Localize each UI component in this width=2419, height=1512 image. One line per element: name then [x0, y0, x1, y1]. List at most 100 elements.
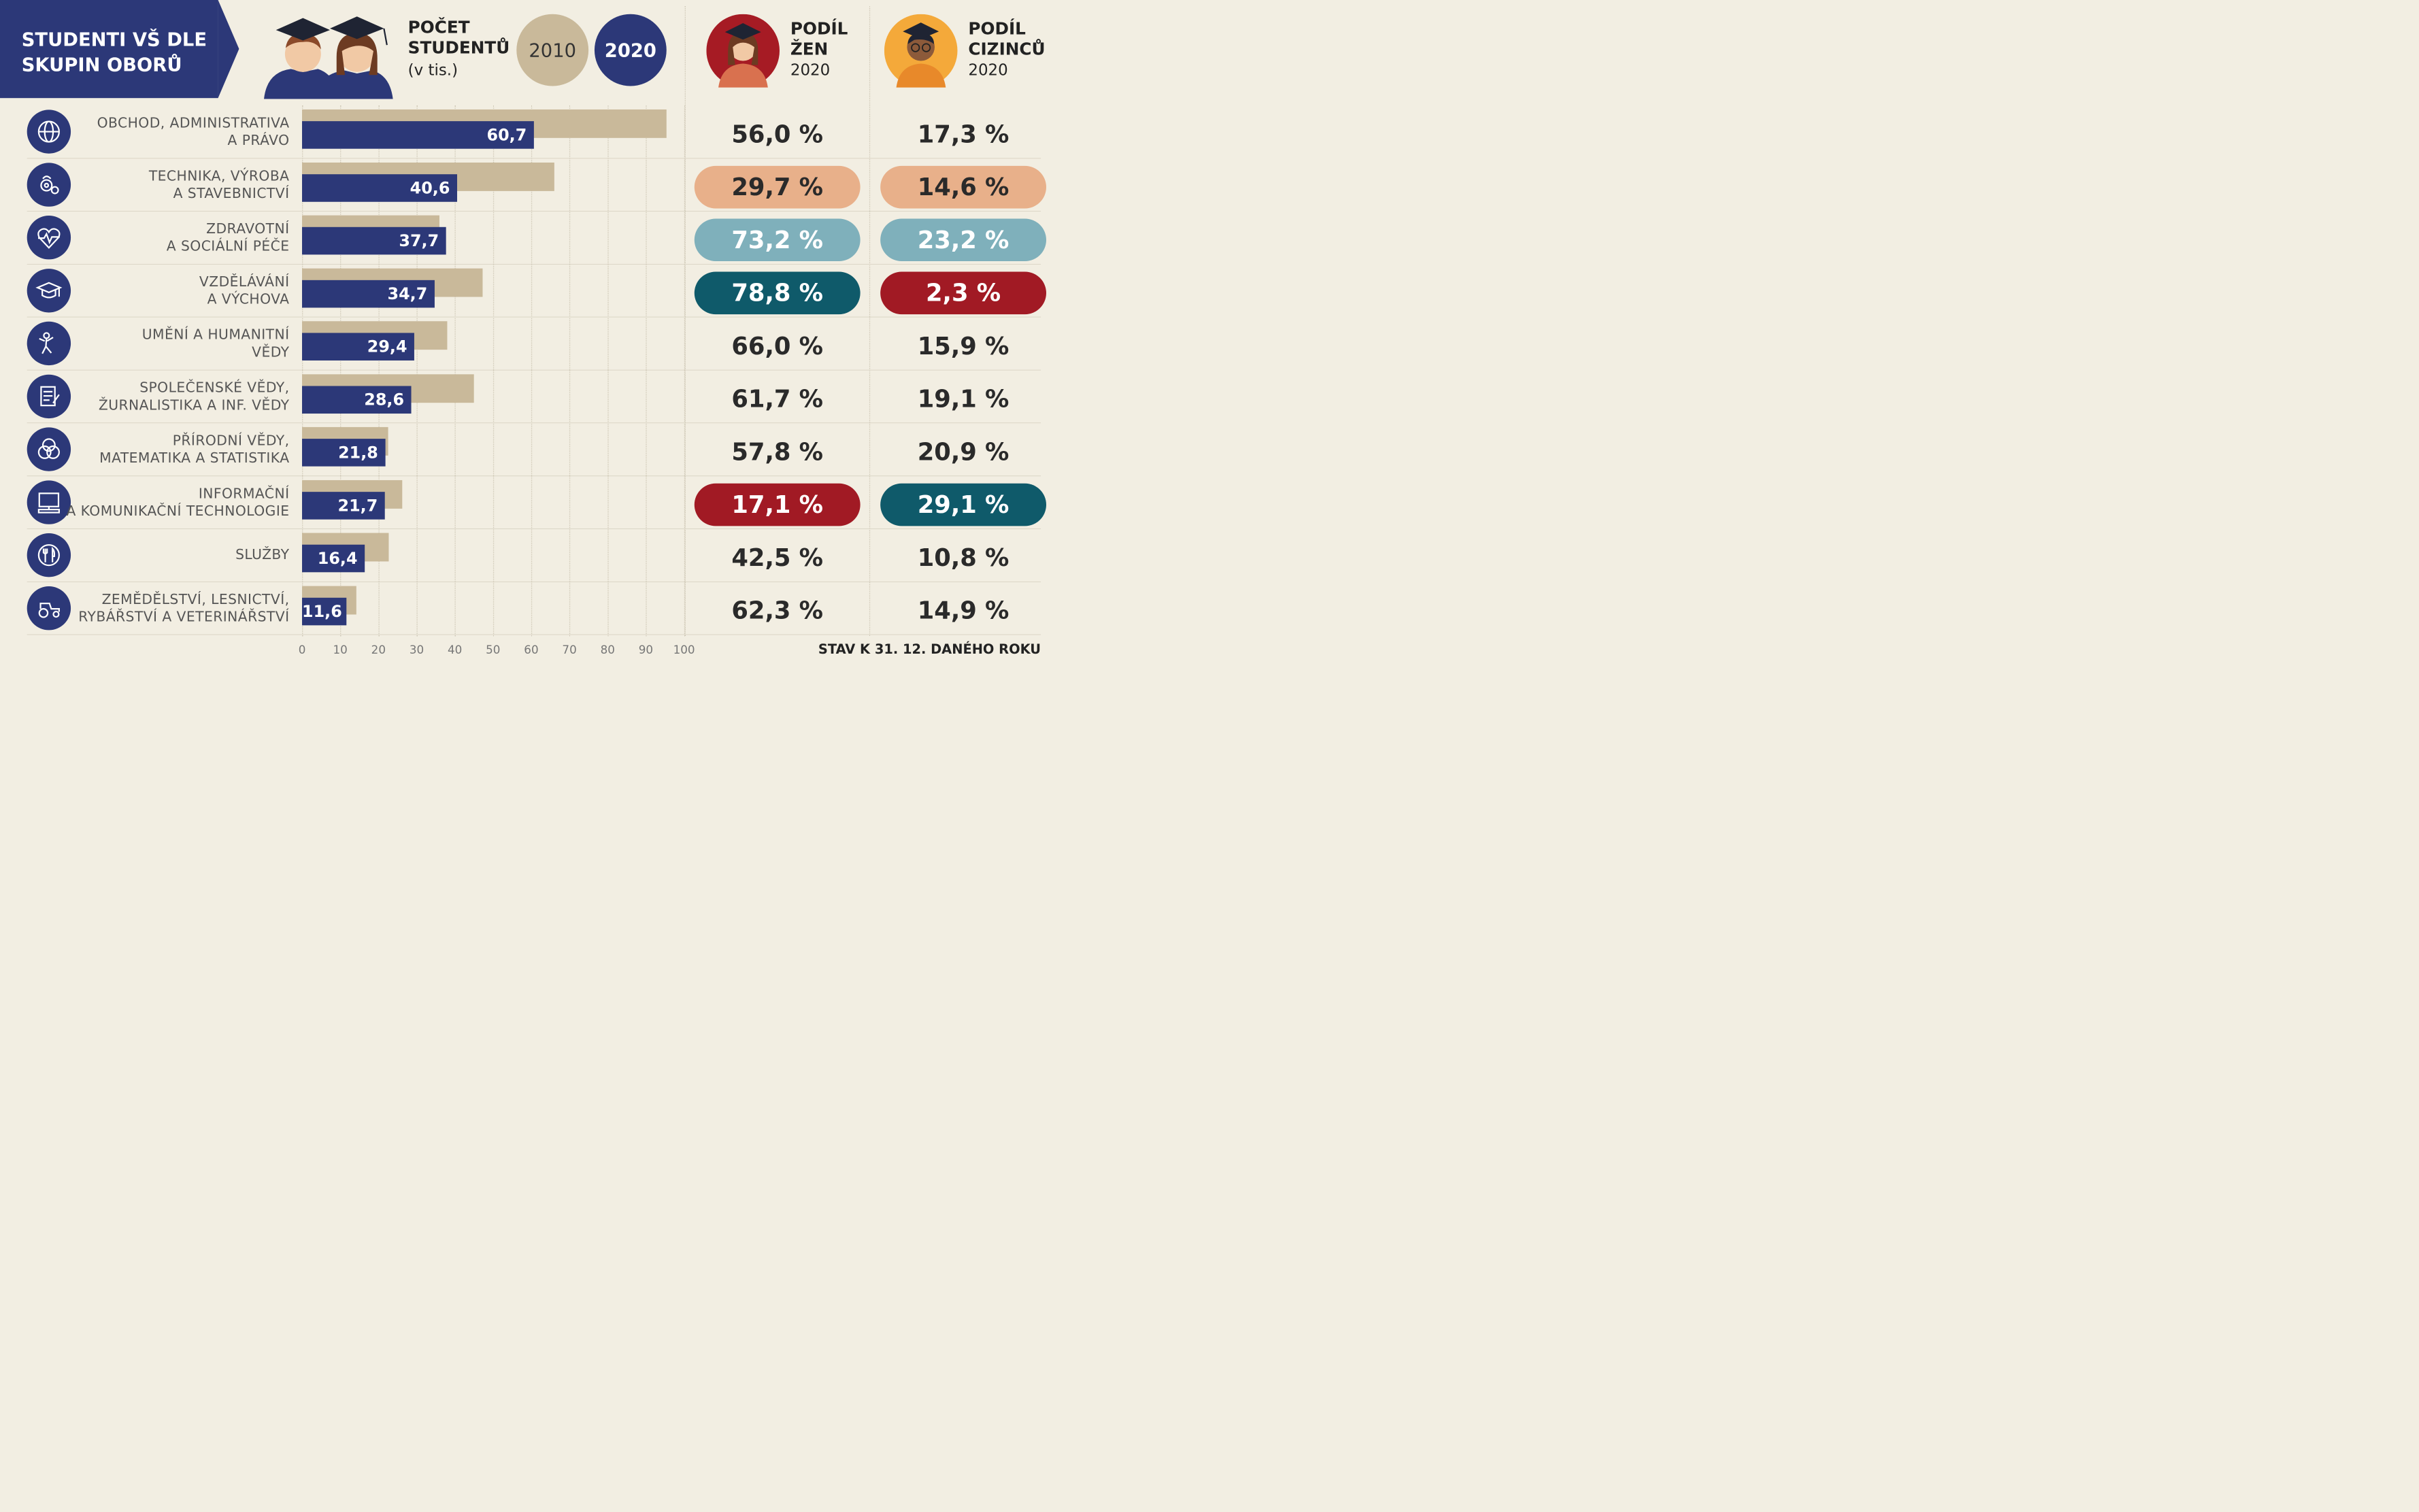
foreign-share-value: 14,9 % — [917, 597, 1010, 625]
women-share-value: 73,2 % — [694, 218, 861, 262]
tractor-icon — [27, 586, 71, 631]
chart-rows: OBCHOD, ADMINISTRATIVA A PRÁVO 60,7 56,0 % 1… — [0, 0, 1067, 667]
category-label-line2: VĚDY — [252, 343, 290, 360]
woman-graduate-icon — [706, 14, 780, 88]
women-share-value: 78,8 % — [694, 271, 861, 314]
x-tick-label: 50 — [486, 643, 501, 657]
graduates-illustration-icon — [264, 16, 393, 99]
bar-value-label: 37,7 — [399, 231, 439, 250]
category-label-line1: UMĚNÍ A HUMANITNÍ — [141, 326, 290, 343]
count-unit: (v tis.) — [407, 61, 458, 80]
x-tick-label: 0 — [298, 643, 306, 657]
column-separator — [869, 5, 871, 636]
category-label-line2: SLUŽBY — [235, 545, 290, 562]
category-label-line2: A KOMUNIKAČNÍ TECHNOLOGIE — [66, 502, 290, 519]
women-share-value: 56,0 % — [731, 120, 824, 148]
bar-value-label: 34,7 — [387, 284, 428, 303]
foreign-share-value: 20,9 % — [917, 437, 1010, 466]
x-tick-label: 10 — [333, 643, 348, 657]
x-tick-label: 20 — [371, 643, 386, 657]
computer-icon — [27, 480, 71, 524]
bar-2020 — [302, 439, 386, 467]
foreign-year: 2020 — [968, 61, 1008, 80]
x-tick-label: 30 — [409, 643, 424, 657]
category-label-line1: PŘÍRODNÍ VĚDY, — [172, 432, 290, 449]
category-label: PŘÍRODNÍ VĚDY, MATEMATIKA A STATISTIKA — [45, 432, 289, 467]
bar-value-label: 28,6 — [364, 390, 405, 409]
bar-2020 — [302, 597, 347, 626]
category-label-line2: MATEMATIKA A STATISTIKA — [99, 449, 290, 466]
graduation-cap-icon — [27, 268, 71, 313]
gridline — [569, 105, 571, 637]
page-title: STUDENTI VŠ DLE SKUPIN OBORŮ — [21, 28, 207, 76]
category-label: TECHNIKA, VÝROBA A STAVEBNICTVÍ — [45, 167, 289, 201]
category-label: INFORMAČNÍ A KOMUNIKAČNÍ TECHNOLOGIE — [45, 484, 289, 519]
bar-2020 — [302, 280, 435, 308]
women-share-value: 29,7 % — [694, 165, 861, 209]
women-year: 2020 — [790, 61, 831, 80]
women-share-value: 57,8 % — [731, 437, 824, 466]
category-label: SLUŽBY — [45, 545, 289, 563]
category-label-line2: A PRÁVO — [227, 132, 290, 148]
gridline — [607, 105, 609, 637]
column-separator — [684, 5, 686, 636]
globe-icon — [27, 110, 71, 154]
foreign-share-value: 2,3 % — [880, 271, 1046, 314]
x-tick-label: 100 — [673, 643, 695, 657]
category-label-line2: A VÝCHOVA — [207, 290, 290, 307]
gridline — [684, 105, 685, 637]
category-label: OBCHOD, ADMINISTRATIVA A PRÁVO — [45, 114, 289, 149]
row-separator — [27, 369, 1041, 371]
row-separator — [27, 316, 1041, 318]
row-separator — [27, 528, 1041, 529]
cutlery-icon — [27, 533, 71, 577]
gridline — [416, 105, 418, 637]
foreign-share-value: 17,3 % — [917, 120, 1010, 148]
title-banner-arrow — [218, 0, 239, 99]
footer-note: STAV K 31. 12. DANÉHO ROKU — [818, 641, 1041, 658]
gridline — [302, 105, 303, 637]
row-separator — [27, 263, 1041, 265]
legend-2010: 2010 — [516, 14, 589, 86]
foreign-share-value: 23,2 % — [880, 218, 1046, 262]
bar-2020 — [302, 173, 458, 202]
bar-value-label: 60,7 — [486, 125, 527, 145]
women-share-value: 62,3 % — [731, 597, 824, 625]
foreign-share-value: 14,6 % — [880, 165, 1046, 209]
category-label-line1: ZDRAVOTNÍ — [206, 220, 290, 237]
bar-2020 — [302, 544, 365, 573]
category-label-line1: TECHNIKA, VÝROBA — [148, 167, 290, 184]
gears-icon — [27, 163, 71, 207]
bar-value-label: 40,6 — [410, 178, 450, 197]
gridline — [454, 105, 456, 637]
category-label-line2: A STAVEBNICTVÍ — [173, 184, 290, 201]
bar-2020 — [302, 386, 412, 414]
bar-2020 — [302, 121, 534, 149]
bar-value-label: 11,6 — [302, 601, 342, 621]
category-label: ZDRAVOTNÍ A SOCIÁLNÍ PÉČE — [45, 220, 289, 254]
category-label-line1: SPOLEČENSKÉ VĚDY, — [139, 379, 290, 396]
bar-2020 — [302, 491, 385, 520]
x-tick-label: 40 — [447, 643, 463, 657]
theatre-icon — [27, 321, 71, 366]
gridline — [378, 105, 380, 637]
bar-value-label: 29,4 — [367, 337, 407, 356]
count-title: POČET STUDENTŮ — [407, 18, 510, 58]
bar-2020 — [302, 226, 446, 255]
category-label-line1: ZEMĚDĚLSTVÍ, LESNICTVÍ, — [101, 590, 290, 607]
category-label-line1: INFORMAČNÍ — [198, 485, 290, 502]
title-banner — [0, 0, 218, 99]
gridline — [493, 105, 495, 637]
women-share-value: 61,7 % — [731, 384, 824, 413]
bar-value-label: 21,7 — [337, 496, 378, 515]
foreign-share-value: 19,1 % — [917, 384, 1010, 413]
row-separator — [27, 422, 1041, 424]
category-label: ZEMĚDĚLSTVÍ, LESNICTVÍ, RYBÁŘSTVÍ A VETER… — [45, 590, 289, 625]
x-tick-label: 80 — [600, 643, 615, 657]
row-separator — [27, 210, 1041, 212]
women-share-value: 66,0 % — [731, 331, 824, 360]
foreign-graduate-icon — [884, 14, 958, 88]
category-label-line2: A SOCIÁLNÍ PÉČE — [166, 237, 290, 254]
category-label: UMĚNÍ A HUMANITNÍ VĚDY — [45, 326, 289, 360]
gridline — [531, 105, 533, 637]
